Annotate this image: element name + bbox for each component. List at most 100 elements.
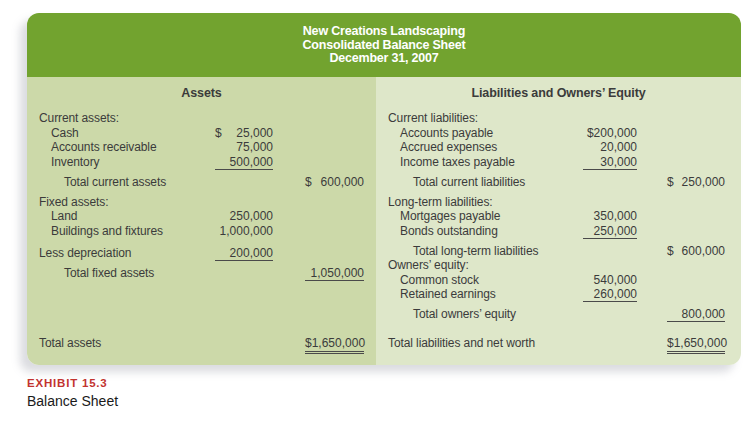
amount-value: $200,000 — [587, 126, 637, 140]
amount-inner: $200,000 — [583, 126, 637, 141]
amount-value: 350,000 — [594, 209, 637, 223]
liabilities-heading: Liabilities and Owners’ Equity — [376, 86, 741, 100]
amount-value: 800,000 — [682, 307, 725, 321]
currency-symbol: $ — [215, 126, 222, 141]
amount-outer: $250,000 — [667, 175, 725, 190]
caption-title: Balance Sheet — [27, 393, 118, 409]
amount-inner: 200,000 — [215, 246, 273, 261]
row-label: Mortgages payable — [400, 209, 500, 224]
amount-value: 1,050,000 — [311, 266, 364, 280]
row-long-term-liabilities: Long-term liabilities: — [376, 195, 741, 210]
amount-outer: $1,650,000 — [305, 336, 364, 354]
amount-value: 250,000 — [594, 224, 637, 238]
row-accounts-payable: Accounts payable $200,000 — [376, 126, 741, 141]
row-label: Less depreciation — [39, 246, 131, 261]
row-current-assets: Current assets: — [27, 111, 376, 126]
row-label: Cash — [51, 126, 79, 141]
row-total-assets: Total assets $1,650,000 — [27, 336, 376, 351]
row-label: Total assets — [39, 336, 101, 351]
amount-value: 600,000 — [682, 244, 725, 259]
row-total-owners-equity: Total owners’ equity 800,000 — [376, 307, 741, 322]
row-label: Current assets: — [39, 111, 119, 126]
row-label: Total fixed assets — [64, 266, 154, 281]
row-common-stock: Common stock 540,000 — [376, 273, 741, 288]
amount-value: 250,000 — [682, 175, 725, 190]
amount-value: 250,000 — [230, 209, 273, 223]
amount-outer: $1,650,000 — [667, 336, 725, 354]
row-label: Total current assets — [64, 175, 166, 190]
row-buildings-and-fixtures: Buildings and fixtures 1,000,000 — [27, 224, 376, 239]
amount-value: 260,000 — [594, 287, 637, 301]
amount-value: 500,000 — [230, 155, 273, 169]
row-income-taxes-payable: Income taxes payable 30,000 — [376, 155, 741, 170]
row-less-depreciation: Less depreciation 200,000 — [27, 246, 376, 261]
amount-inner: 250,000 — [215, 209, 273, 224]
amount-value: $1,650,000 — [305, 336, 365, 350]
amount-inner: 350,000 — [583, 209, 637, 224]
currency-symbol: $ — [667, 244, 674, 259]
row-label: Retained earnings — [400, 287, 496, 302]
row-label: Buildings and fixtures — [51, 224, 163, 239]
row-label: Total long-term liabilities — [413, 244, 538, 259]
row-inventory: Inventory 500,000 — [27, 155, 376, 170]
amount-value: 540,000 — [594, 273, 637, 287]
row-label: Total current liabilities — [413, 175, 525, 190]
amount-outer: 800,000 — [667, 307, 725, 322]
amount-outer: 1,050,000 — [305, 266, 364, 281]
row-label: Common stock — [400, 273, 479, 288]
amount-value: 25,000 — [236, 126, 273, 141]
assets-heading: Assets — [27, 86, 376, 100]
row-current-liabilities: Current liabilities: — [376, 111, 741, 126]
row-label: Accrued expenses — [400, 140, 497, 155]
amount-value: 1,000,000 — [220, 224, 273, 238]
sheet-header: New Creations Landscaping Consolidated B… — [27, 13, 741, 77]
panels: Assets Current assets:Cash$25,000Account… — [27, 77, 741, 365]
amount-inner: 250,000 — [583, 224, 637, 239]
amount-inner: 75,000 — [215, 140, 273, 155]
amount-inner: 1,000,000 — [215, 224, 273, 239]
statement-title: Consolidated Balance Sheet — [27, 39, 741, 53]
row-total-current-assets: Total current assets $600,000 — [27, 175, 376, 190]
figure: New Creations Landscaping Consolidated B… — [0, 0, 749, 433]
row-retained-earnings: Retained earnings 260,000 — [376, 287, 741, 302]
amount-value: 200,000 — [230, 246, 273, 260]
amount-value: 20,000 — [600, 140, 637, 154]
balance-sheet: New Creations Landscaping Consolidated B… — [27, 13, 741, 365]
row-label: Current liabilities: — [388, 111, 478, 126]
amount-inner: 20,000 — [583, 140, 637, 155]
row-label: Fixed assets: — [39, 195, 108, 210]
amount-outer: $600,000 — [305, 175, 364, 190]
row-label: Owners’ equity: — [388, 258, 469, 273]
amount-inner: 260,000 — [583, 287, 637, 302]
row-label: Inventory — [51, 155, 99, 170]
row-label: Long-term liabilities: — [388, 195, 493, 210]
row-total-current-liabilities: Total current liabilities $250,000 — [376, 175, 741, 190]
row-label: Accounts receivable — [51, 140, 157, 155]
liabilities-panel: Liabilities and Owners’ Equity Current l… — [376, 77, 741, 365]
row-accrued-expenses: Accrued expenses 20,000 — [376, 140, 741, 155]
row-label: Income taxes payable — [400, 155, 515, 170]
row-bonds-outstanding: Bonds outstanding 250,000 — [376, 224, 741, 239]
row-mortgages-payable: Mortgages payable 350,000 — [376, 209, 741, 224]
amount-value: $1,650,000 — [667, 336, 727, 350]
row-label: Total owners’ equity — [413, 307, 516, 322]
row-total-long-term-liabilities: Total long-term liabilities $600,000 — [376, 244, 741, 259]
row-label: Total liabilities and net worth — [388, 336, 535, 351]
row-accounts-receivable: Accounts receivable 75,000 — [27, 140, 376, 155]
assets-panel: Assets Current assets:Cash$25,000Account… — [27, 77, 376, 365]
row-label: Bonds outstanding — [400, 224, 498, 239]
row-label: Accounts payable — [400, 126, 493, 141]
row-total-liabilities-and-net-worth: Total liabilities and net worth $1,650,00… — [376, 336, 741, 351]
amount-inner: 500,000 — [215, 155, 273, 170]
row-label: Land — [51, 209, 77, 224]
row-fixed-assets: Fixed assets: — [27, 195, 376, 210]
currency-symbol: $ — [667, 175, 674, 190]
amount-inner: 30,000 — [583, 155, 637, 170]
row-land: Land 250,000 — [27, 209, 376, 224]
amount-inner: $25,000 — [215, 126, 273, 141]
amount-value: 75,000 — [236, 140, 273, 154]
exhibit-label: EXHIBIT 15.3 — [27, 377, 118, 389]
caption: EXHIBIT 15.3 Balance Sheet — [27, 377, 118, 409]
amount-value: 600,000 — [321, 175, 364, 190]
statement-date: December 31, 2007 — [27, 52, 741, 66]
